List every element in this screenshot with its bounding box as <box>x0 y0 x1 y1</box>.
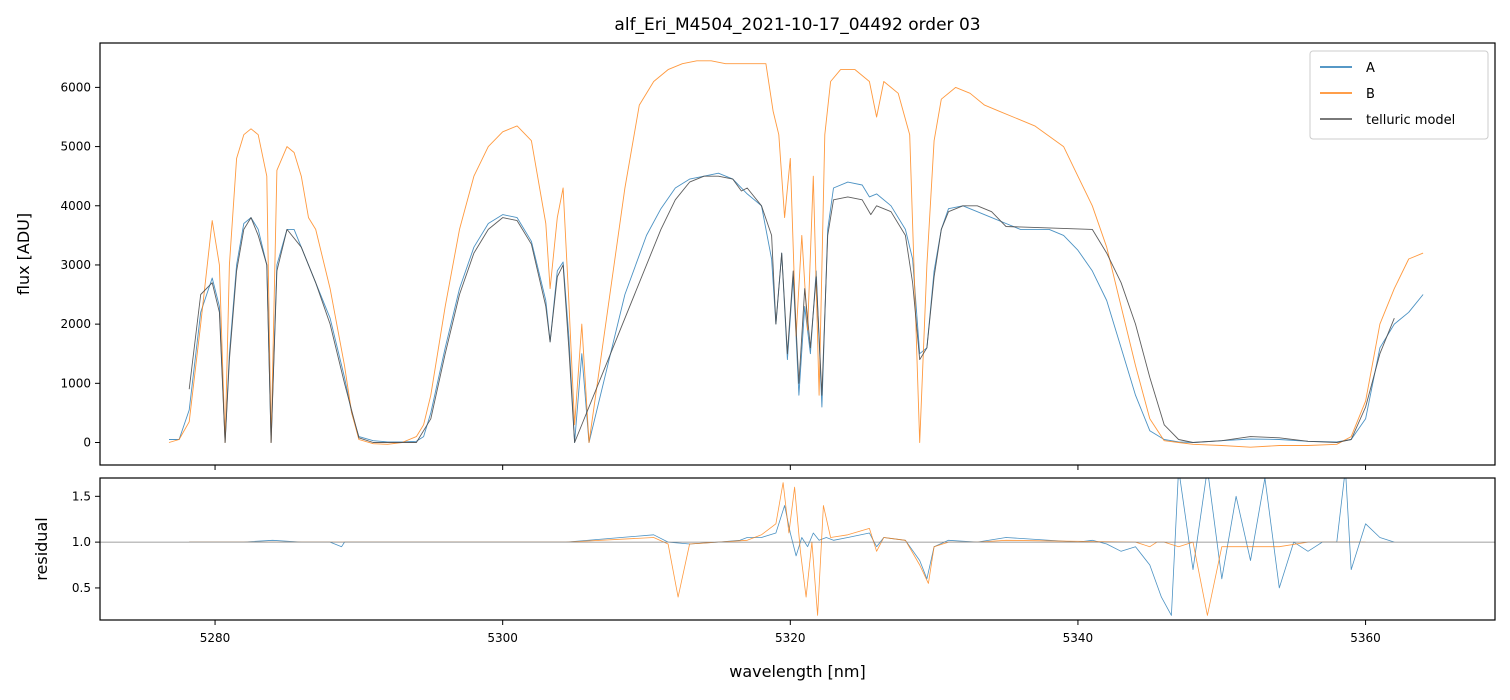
top-axes-frame <box>99 42 1496 466</box>
top-ylabel: flux [ADU] <box>14 213 33 295</box>
bottom-xtick-label-5300: 5300 <box>487 631 518 645</box>
legend-label-b: B <box>1366 87 1375 102</box>
top-ytick-label-1000: 1000 <box>60 376 91 390</box>
bottom-xtick-label-5360: 5360 <box>1350 631 1381 645</box>
top-ytick-label-2000: 2000 <box>60 317 91 331</box>
bottom-ytick-label-0.5: 0.5 <box>72 581 91 595</box>
chart-title: alf_Eri_M4504_2021-10-17_04492 order 03 <box>614 15 980 35</box>
legend-box <box>1309 50 1489 140</box>
top-series-telluric-model <box>188 175 1395 443</box>
bottom-xtick-label-5340: 5340 <box>1063 631 1094 645</box>
bottom-ylabel: residual <box>32 517 51 580</box>
top-series-a <box>169 172 1424 443</box>
legend-label-telluric: telluric model <box>1366 113 1455 128</box>
bottom-xlabel: wavelength [nm] <box>729 662 866 681</box>
bottom-xtick-label-5320: 5320 <box>775 631 806 645</box>
bottom-xtick-label-5280: 5280 <box>200 631 231 645</box>
top-ytick-label-0: 0 <box>83 436 91 450</box>
bottom-axes-frame <box>99 477 1496 621</box>
top-ytick-label-6000: 6000 <box>60 80 91 94</box>
top-ytick-label-3000: 3000 <box>60 258 91 272</box>
bottom-ytick-label-1: 1.0 <box>72 535 91 549</box>
bottom-ytick-label-1.5: 1.5 <box>72 489 91 503</box>
top-ytick-label-5000: 5000 <box>60 140 91 154</box>
bottom-series-b <box>189 482 1366 616</box>
legend-label-a: A <box>1366 61 1375 76</box>
top-series-b <box>168 60 1424 448</box>
legend: A B telluric model <box>1309 50 1489 140</box>
top-ytick-label-4000: 4000 <box>60 199 91 213</box>
